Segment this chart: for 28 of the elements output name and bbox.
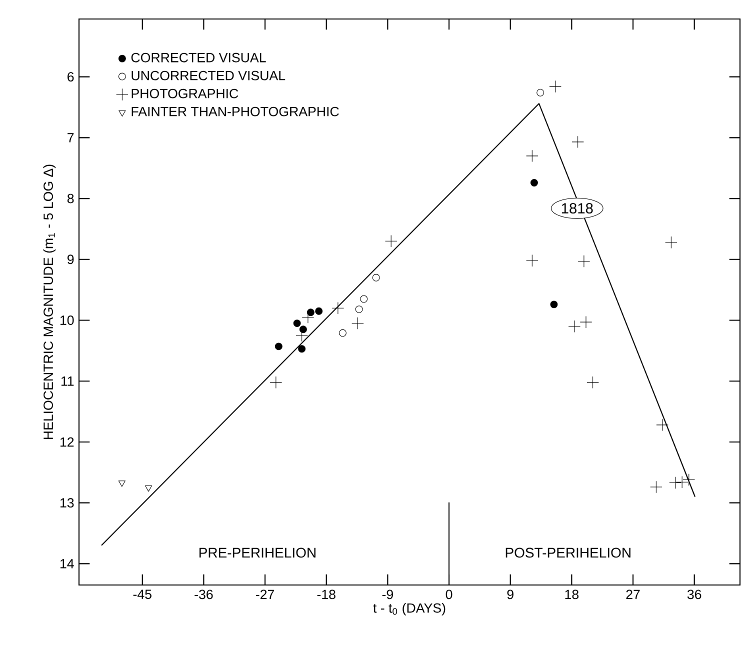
y-tick-label: 14 [60,559,74,568]
x-tick-label: -45 [133,590,152,599]
x-tick-label: -18 [317,590,336,600]
x-tick-label: -36 [194,590,213,600]
legend-label: CORRECTED VISUAL [131,52,266,62]
y-tick-label: 7 [68,133,74,142]
x-tick-label: 9 [507,590,514,600]
y-tick-label: 6 [68,72,74,82]
y-tick-label: 8 [67,194,74,204]
legend-label: UNCORRECTED VISUAL [132,70,286,80]
x-tick-label: 18 [565,590,579,600]
x-tick-label: 36 [687,590,702,600]
annotation: POST-PERIHELION [506,548,630,558]
legend-label: FAINTER THAN-PHOTOGRAPHIC [132,106,339,116]
x-tick-label: 27 [626,590,640,600]
x-tick-label: 0 [446,590,452,600]
annotation: PRE-PERIHELION [200,548,316,558]
y-tick-label: 9 [68,254,74,264]
y-tick-label: 10 [60,316,74,325]
y-tick-label: 12 [60,437,74,447]
y-axis-title: HELIOCENTRIC MAGNITUDE (m$_{1}$ - 5 LOG Δ) [43,164,56,440]
x-axis-title: t - t$_{0}$ (DAYS) [373,602,446,616]
x-tick-label: -27 [256,590,274,600]
annotation: 1818 [562,203,593,214]
y-tick-label: 11 [61,376,74,386]
x-tick-label: -9 [382,590,393,600]
y-tick-label: 13 [60,498,74,508]
legend-label: PHOTOGRAPHIC [132,88,238,98]
